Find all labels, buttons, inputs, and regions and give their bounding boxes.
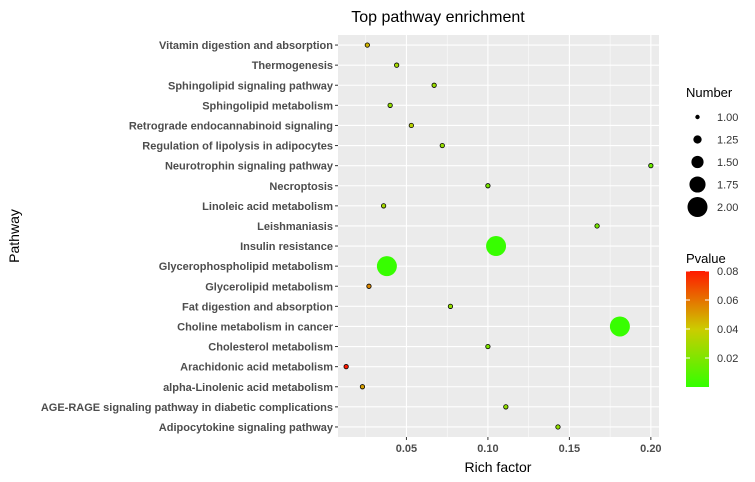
y-tick-label: Thermogenesis <box>252 60 333 72</box>
y-tick-label: Linoleic acid metabolism <box>202 201 333 213</box>
y-tick-label: Sphingolipid signaling pathway <box>168 80 334 92</box>
data-point <box>431 82 437 88</box>
data-point <box>381 203 387 209</box>
x-tick-labels: 0.05 0.10 0.15 0.20 <box>396 437 662 455</box>
data-point <box>485 183 491 189</box>
y-tick-label: alpha-Linolenic acid metabolism <box>163 382 333 394</box>
y-tick-labels: Vitamin digestion and absorption Thermoge… <box>41 40 338 434</box>
size-legend-label: 1.75 <box>717 180 738 192</box>
data-point <box>609 316 630 337</box>
data-point <box>408 122 414 129</box>
y-tick-label: Regulation of lipolysis in adipocytes <box>142 141 333 153</box>
data-point <box>485 343 491 350</box>
data-point <box>394 62 400 68</box>
size-legend-symbol <box>691 155 704 169</box>
data-point <box>364 42 370 48</box>
data-point <box>387 102 393 108</box>
size-legend-symbol <box>695 114 700 120</box>
size-legend-label: 2.00 <box>717 202 738 214</box>
size-legend-symbol <box>687 197 708 217</box>
y-tick-label: Insulin resistance <box>240 241 333 253</box>
y-tick-label: Retrograde endocannabinoid signaling <box>129 120 333 132</box>
y-tick-label: Vitamin digestion and absorption <box>159 40 333 52</box>
size-legend-label: 1.50 <box>717 157 738 169</box>
data-points <box>343 42 654 430</box>
y-tick-label: Adipocytokine signaling pathway <box>159 422 334 434</box>
x-tick-label: 0.20 <box>640 443 661 455</box>
data-point <box>366 283 372 289</box>
data-point <box>486 236 507 257</box>
data-point <box>594 223 600 229</box>
chart-title: Top pathway enrichment <box>351 9 525 26</box>
color-legend-title: Pvalue <box>686 251 726 266</box>
y-tick-label: Cholesterol metabolism <box>208 342 333 354</box>
y-tick-label: Sphingolipid metabolism <box>202 100 333 112</box>
y-tick-label: Necroptosis <box>269 181 333 193</box>
size-legend-label: 1.25 <box>717 135 738 147</box>
x-tick-label: 0.05 <box>396 443 417 455</box>
data-point <box>359 384 366 390</box>
pvalue-colorbar <box>686 271 709 387</box>
y-tick-label: Glycerolipid metabolism <box>205 281 333 293</box>
data-point <box>447 303 454 309</box>
size-legend-title: Number <box>686 85 733 100</box>
y-tick-label: AGE-RAGE signaling pathway in diabetic c… <box>41 402 333 414</box>
y-axis-title: Pathway <box>6 209 22 263</box>
colorbar-tick-label: 0.02 <box>717 353 738 365</box>
y-tick-label: Fat digestion and absorption <box>182 301 333 313</box>
y-tick-label: Arachidonic acid metabolism <box>180 362 333 374</box>
size-legend-label: 1.00 <box>717 112 738 124</box>
color-legend: Pvalue 0.02 0.04 0.06 0.08 <box>686 251 738 387</box>
size-legend: Number 1.00 1.25 1.50 1.75 2.00 <box>686 85 738 218</box>
data-point <box>439 142 445 149</box>
x-tick-label: 0.10 <box>477 443 498 455</box>
x-tick-label: 0.15 <box>559 443 580 455</box>
data-point <box>555 424 561 430</box>
y-tick-label: Choline metabolism in cancer <box>177 321 334 333</box>
data-point <box>503 404 509 410</box>
data-point <box>376 256 397 277</box>
y-tick-label: Leishmaniasis <box>257 221 333 233</box>
colorbar-tick-label: 0.08 <box>717 266 738 278</box>
y-tick-label: Glycerophospholipid metabolism <box>159 261 333 273</box>
y-tick-label: Neurotrophin signaling pathway <box>165 161 334 173</box>
colorbar-tick-label: 0.06 <box>717 295 738 307</box>
size-legend-symbol <box>693 135 702 144</box>
data-point <box>343 364 349 370</box>
x-axis-title: Rich factor <box>465 459 532 475</box>
plot-panel <box>338 35 659 437</box>
data-point <box>648 163 654 169</box>
colorbar-tick-label: 0.04 <box>717 324 738 336</box>
size-legend-symbol <box>689 176 706 193</box>
